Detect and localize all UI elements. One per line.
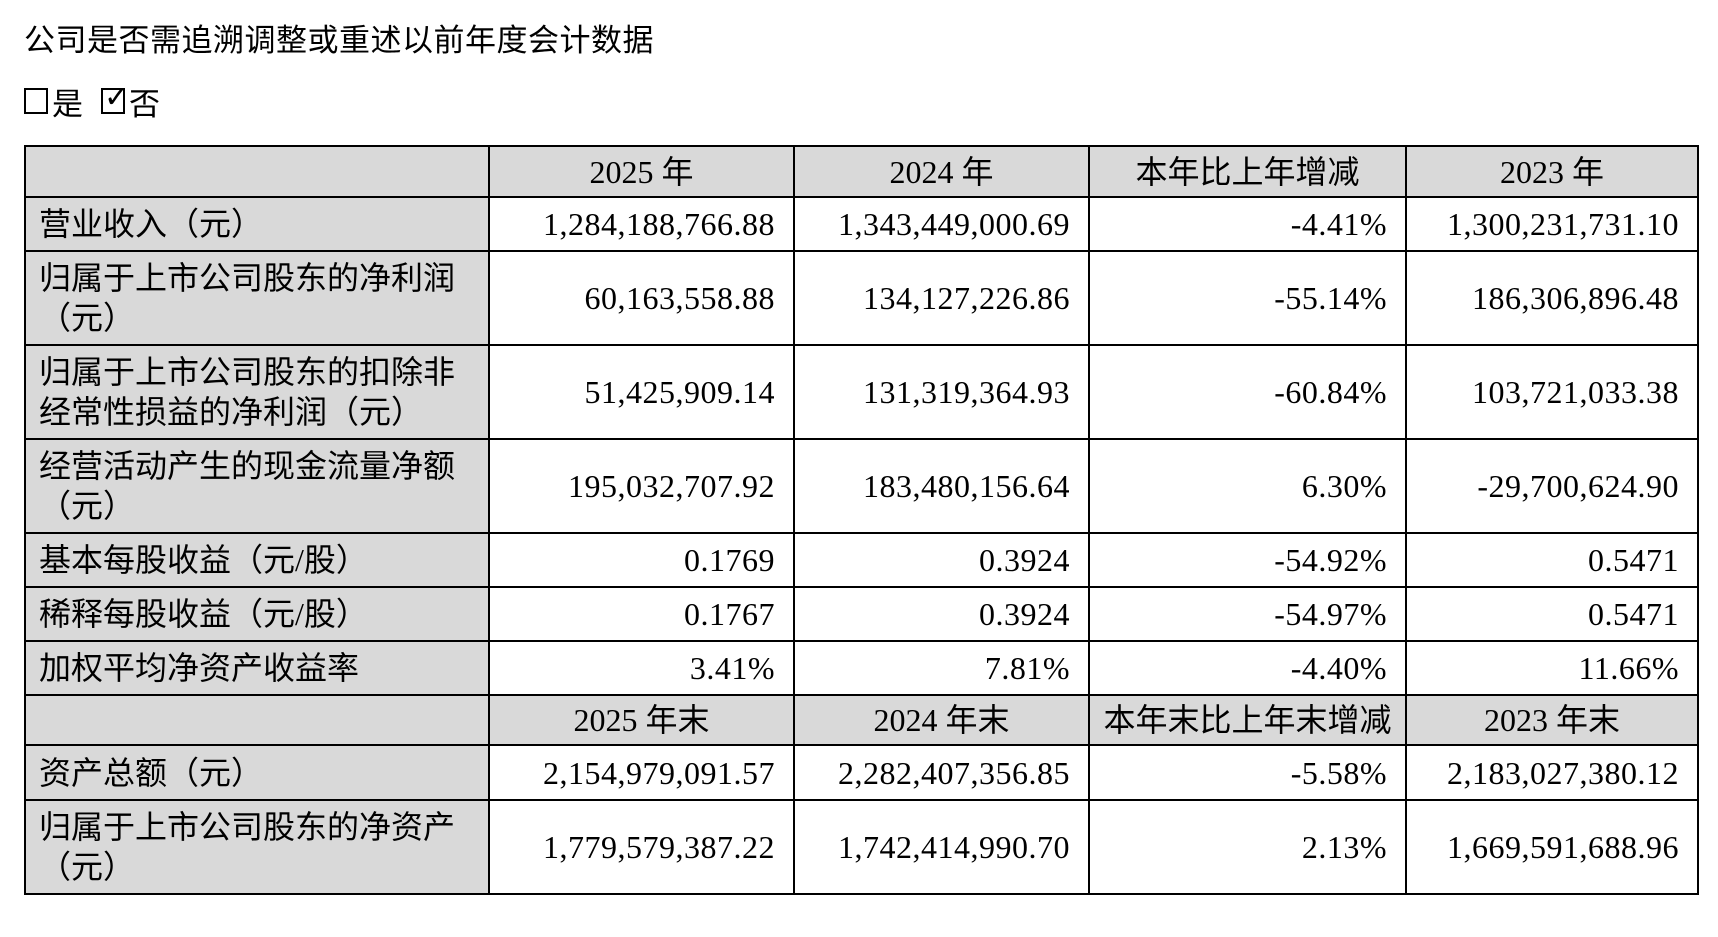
table-row-diluted-eps: 稀释每股收益（元/股） 0.1767 0.3924 -54.97% 0.5471: [24, 586, 1699, 643]
option-no-label: 否: [129, 86, 160, 122]
table-row-total-assets: 资产总额（元） 2,154,979,091.57 2,282,407,356.8…: [24, 744, 1699, 802]
checkbox-yes-icon[interactable]: [24, 88, 48, 115]
eop-header-row: 2025 年末 2024 年末 本年末比上年末增减 2023 年末: [24, 694, 1699, 747]
cell-2024: 0.3924: [793, 532, 1090, 589]
option-no[interactable]: ✓ 否: [101, 79, 160, 124]
row-label: 归属于上市公司股东的净利润（元）: [24, 250, 490, 347]
cell-2025: 3.41%: [488, 640, 795, 697]
header-eop-change: 本年末比上年末增减: [1088, 694, 1407, 747]
cell-change: -5.58%: [1088, 744, 1407, 802]
row-label: 基本每股收益（元/股）: [24, 532, 490, 589]
cell-change: -4.41%: [1088, 196, 1407, 253]
row-label: 归属于上市公司股东的扣除非经常性损益的净利润（元）: [24, 344, 490, 441]
table-row-weighted-roe: 加权平均净资产收益率 3.41% 7.81% -4.40% 11.66%: [24, 640, 1699, 697]
header-blank-cell: [24, 694, 490, 747]
header-blank-cell: [24, 145, 490, 199]
cell-2024: 7.81%: [793, 640, 1090, 697]
cell-2023: 103,721,033.38: [1405, 344, 1699, 441]
row-label: 稀释每股收益（元/股）: [24, 586, 490, 643]
cell-2023: 186,306,896.48: [1405, 250, 1699, 347]
header-2023-end: 2023 年末: [1405, 694, 1699, 747]
cell-2024: 131,319,364.93: [793, 344, 1090, 441]
cell-2024: 2,282,407,356.85: [793, 744, 1090, 802]
row-label: 经营活动产生的现金流量净额（元）: [24, 438, 490, 535]
yes-no-options: 是 ✓ 否: [24, 79, 1718, 124]
cell-2025: 1,779,579,387.22: [488, 799, 795, 896]
cell-2025: 0.1767: [488, 586, 795, 643]
cell-change: -54.97%: [1088, 586, 1407, 643]
option-yes[interactable]: 是: [24, 79, 83, 124]
option-yes-label: 是: [52, 86, 83, 122]
cell-2023: 2,183,027,380.12: [1405, 744, 1699, 802]
cell-2025: 60,163,558.88: [488, 250, 795, 347]
cell-2025: 0.1769: [488, 532, 795, 589]
header-2024-end: 2024 年末: [793, 694, 1090, 747]
cell-2023: 1,669,591,688.96: [1405, 799, 1699, 896]
cell-2024: 1,742,414,990.70: [793, 799, 1090, 896]
cell-change: -4.40%: [1088, 640, 1407, 697]
cell-2023: -29,700,624.90: [1405, 438, 1699, 535]
table-row-net-profit: 归属于上市公司股东的净利润（元） 60,163,558.88 134,127,2…: [24, 250, 1699, 347]
cell-2025: 2,154,979,091.57: [488, 744, 795, 802]
question-text: 公司是否需追溯调整或重述以前年度会计数据: [24, 23, 654, 58]
cell-change: 2.13%: [1088, 799, 1407, 896]
table-row-operating-cash-flow: 经营活动产生的现金流量净额（元） 195,032,707.92 183,480,…: [24, 438, 1699, 535]
header-2024: 2024 年: [793, 145, 1090, 199]
cell-2023: 0.5471: [1405, 586, 1699, 643]
cell-2024: 1,343,449,000.69: [793, 196, 1090, 253]
row-label: 加权平均净资产收益率: [24, 640, 490, 697]
cell-2023: 1,300,231,731.10: [1405, 196, 1699, 253]
cell-2023: 0.5471: [1405, 532, 1699, 589]
cell-change: 6.30%: [1088, 438, 1407, 535]
cell-change: -54.92%: [1088, 532, 1407, 589]
header-yoy-change: 本年比上年增减: [1088, 145, 1407, 199]
cell-2025: 195,032,707.92: [488, 438, 795, 535]
cell-2024: 134,127,226.86: [793, 250, 1090, 347]
row-label: 归属于上市公司股东的净资产（元）: [24, 799, 490, 896]
period-header-row: 2025 年 2024 年 本年比上年增减 2023 年: [24, 145, 1699, 199]
header-2025-end: 2025 年末: [488, 694, 795, 747]
header-2025: 2025 年: [488, 145, 795, 199]
cell-change: -55.14%: [1088, 250, 1407, 347]
table-row-deducted-net-profit: 归属于上市公司股东的扣除非经常性损益的净利润（元） 51,425,909.14 …: [24, 344, 1699, 441]
row-label: 资产总额（元）: [24, 744, 490, 802]
table-row-net-assets: 归属于上市公司股东的净资产（元） 1,779,579,387.22 1,742,…: [24, 799, 1699, 896]
table-row-basic-eps: 基本每股收益（元/股） 0.1769 0.3924 -54.92% 0.5471: [24, 532, 1699, 589]
cell-2024: 0.3924: [793, 586, 1090, 643]
header-2023: 2023 年: [1405, 145, 1699, 199]
cell-2025: 1,284,188,766.88: [488, 196, 795, 253]
cell-change: -60.84%: [1088, 344, 1407, 441]
row-label: 营业收入（元）: [24, 196, 490, 253]
checkbox-no-checked-icon[interactable]: ✓: [101, 83, 129, 115]
cell-2023: 11.66%: [1405, 640, 1699, 697]
cell-2024: 183,480,156.64: [793, 438, 1090, 535]
table-row-revenue: 营业收入（元） 1,284,188,766.88 1,343,449,000.6…: [24, 196, 1699, 253]
financial-summary-table: 2025 年 2024 年 本年比上年增减 2023 年 营业收入（元） 1,2…: [24, 145, 1699, 896]
check-icon: ✓: [104, 80, 130, 116]
cell-2025: 51,425,909.14: [488, 344, 795, 441]
